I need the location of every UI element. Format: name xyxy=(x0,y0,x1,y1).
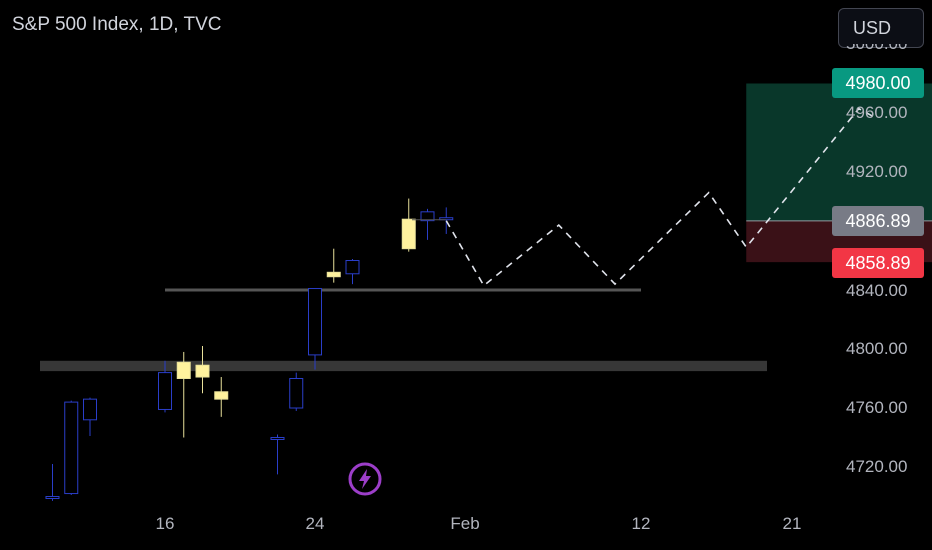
candle-body xyxy=(420,211,435,222)
y-tick-label: 4800.00 xyxy=(846,339,908,358)
target-price-badge: 4980.00 xyxy=(832,68,924,98)
x-tick-label: 21 xyxy=(782,514,802,533)
candle-body xyxy=(64,401,79,495)
y-tick-label: 4720.00 xyxy=(846,457,908,476)
candle-body xyxy=(326,271,341,278)
clipped-price-label: 5000.00 xyxy=(846,44,907,56)
current-price-badge: 4886.89 xyxy=(832,206,924,236)
currency-button[interactable]: USD xyxy=(838,8,924,48)
y-tick-label: 4960.00 xyxy=(846,103,908,122)
candle-body xyxy=(83,398,97,421)
x-tick-label: 12 xyxy=(631,514,651,533)
candle-body xyxy=(401,218,416,250)
candle-body xyxy=(158,372,172,410)
target-zone xyxy=(746,83,932,221)
candle-body xyxy=(308,288,322,356)
lightning-logo-icon[interactable] xyxy=(348,462,382,496)
x-tick-label: 24 xyxy=(305,514,325,533)
support-zone xyxy=(40,360,767,372)
y-tick-label: 4920.00 xyxy=(846,162,908,181)
projection-path xyxy=(445,107,878,287)
y-tick-label: 4840.00 xyxy=(846,281,908,300)
candle-body xyxy=(176,361,191,379)
x-tick-label: Feb xyxy=(450,514,480,533)
candle-body xyxy=(289,378,304,409)
candle-body xyxy=(345,260,360,275)
candle-body xyxy=(214,391,229,400)
stop-price-badge: 4858.89 xyxy=(832,248,924,278)
candle-body xyxy=(45,496,60,499)
candle-body xyxy=(270,437,285,440)
chart-title: S&P 500 Index, 1D, TVC xyxy=(12,14,222,35)
y-tick-label: 4760.00 xyxy=(846,398,908,417)
x-tick-label: 16 xyxy=(155,514,175,533)
candle-body xyxy=(195,364,210,378)
